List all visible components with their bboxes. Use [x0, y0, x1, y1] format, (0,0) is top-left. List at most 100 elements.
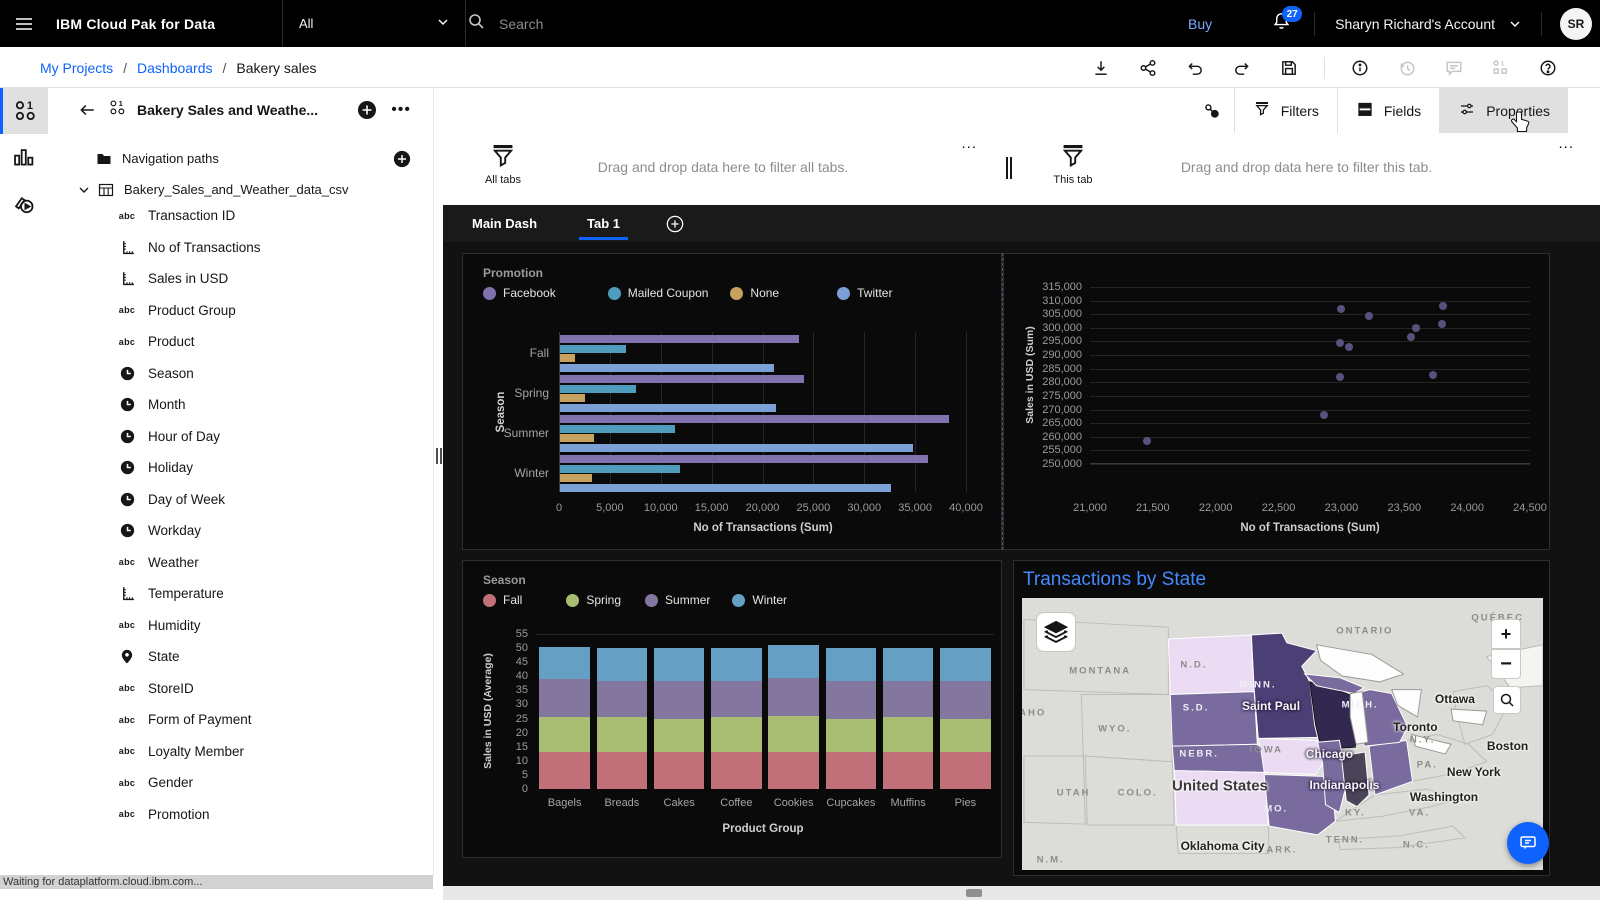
segment-fall[interactable] — [596, 752, 648, 789]
stacked-column-muffins[interactable] — [882, 648, 934, 789]
zoom-out-icon[interactable]: − — [1491, 649, 1521, 679]
back-arrow-icon[interactable] — [72, 95, 102, 125]
segment-summer[interactable] — [596, 680, 648, 718]
chart-panel-promotion-by-season[interactable]: Promotion Facebook Mailed Coupon None Twitte… — [462, 253, 1002, 550]
segment-fall[interactable] — [653, 752, 705, 789]
redo-icon[interactable] — [1230, 56, 1254, 80]
bar-fall-none[interactable] — [560, 354, 576, 362]
field-item-form-of-payment[interactable]: abc Form of Payment — [48, 704, 433, 736]
segment-summer[interactable] — [539, 679, 590, 718]
add-navigation-path-button[interactable] — [393, 150, 411, 168]
state-iowa[interactable] — [1257, 737, 1325, 775]
segment-summer[interactable] — [940, 680, 991, 719]
segment-spring[interactable] — [882, 717, 934, 753]
segment-spring[interactable] — [825, 718, 877, 753]
global-search[interactable]: Search — [467, 0, 1027, 47]
bar-fall-facebook[interactable] — [560, 335, 800, 343]
segment-spring[interactable] — [711, 717, 762, 753]
field-item-humidity[interactable]: abc Humidity — [48, 610, 433, 642]
overflow-menu-icon[interactable]: ••• — [391, 101, 411, 118]
field-item-hour-of-day[interactable]: Hour of Day — [48, 421, 433, 453]
chart-panel-sales-vs-transactions[interactable]: 250,000 255,000 260,000 265,000 270,000 275,0… — [1003, 253, 1550, 550]
bar-summer-facebook[interactable] — [560, 415, 949, 423]
field-item-product-group[interactable]: abc Product Group — [48, 295, 433, 327]
field-item-promotion[interactable]: abc Promotion — [48, 799, 433, 831]
bar-spring-mailed-coupon[interactable] — [560, 384, 637, 393]
undo-icon[interactable] — [1183, 56, 1207, 80]
filter-zone-all-tabs[interactable]: All tabs Drag and drop data here to filt… — [443, 133, 1003, 205]
scrollbar-thumb[interactable] — [966, 889, 982, 897]
segment-fall[interactable] — [539, 752, 590, 789]
segment-summer[interactable] — [882, 680, 934, 718]
field-item-product[interactable]: abc Product — [48, 326, 433, 358]
segment-winter[interactable] — [882, 648, 934, 681]
bar-summer-twitter[interactable] — [560, 443, 914, 452]
navigation-paths-row[interactable]: Navigation paths — [48, 143, 433, 174]
segment-summer[interactable] — [711, 680, 762, 718]
resize-grip[interactable] — [436, 448, 438, 464]
state-kansas[interactable] — [1173, 770, 1269, 826]
segment-winter[interactable] — [596, 648, 648, 681]
bar-spring-facebook[interactable] — [560, 375, 805, 383]
scatter-point[interactable] — [1336, 372, 1345, 381]
rail-item-visualizations[interactable] — [0, 134, 48, 180]
segment-summer[interactable] — [825, 680, 877, 719]
scatter-point[interactable] — [1365, 311, 1374, 320]
segment-winter[interactable] — [940, 648, 991, 681]
bar-fall-twitter[interactable] — [560, 363, 774, 372]
segment-spring[interactable] — [940, 718, 991, 753]
legend-item-fall[interactable]: Fall — [483, 593, 522, 607]
field-item-month[interactable]: Month — [48, 389, 433, 421]
layers-icon[interactable] — [1036, 612, 1076, 652]
field-item-temperature[interactable]: Temperature — [48, 578, 433, 610]
add-tab-button[interactable] — [666, 215, 684, 233]
bar-winter-none[interactable] — [560, 474, 592, 482]
hamburger-menu-icon[interactable] — [0, 0, 48, 47]
legend-item-spring[interactable]: Spring — [566, 593, 621, 607]
share-icon[interactable] — [1136, 56, 1160, 80]
segment-winter[interactable] — [768, 645, 819, 678]
tab-main-dash[interactable]: Main Dash — [472, 216, 538, 231]
info-icon[interactable] — [1348, 56, 1372, 80]
field-item-weather[interactable]: abc Weather — [48, 547, 433, 579]
horizontal-scrollbar[interactable] — [443, 886, 1600, 900]
legend-item-summer[interactable]: Summer — [645, 593, 710, 607]
scatter-point[interactable] — [1406, 332, 1415, 341]
segment-winter[interactable] — [825, 648, 877, 681]
scatter-point[interactable] — [1411, 324, 1420, 333]
scatter-point[interactable] — [1429, 370, 1438, 379]
search-icon[interactable] — [1493, 686, 1521, 714]
stacked-column-cupcakes[interactable] — [825, 648, 877, 789]
segment-spring[interactable] — [768, 715, 819, 753]
scatter-point[interactable] — [1344, 343, 1353, 352]
field-item-storeid[interactable]: abc StoreID — [48, 673, 433, 705]
bar-spring-twitter[interactable] — [560, 403, 776, 412]
stacked-column-cookies[interactable] — [768, 645, 819, 789]
legend-item-mailed-coupon[interactable]: Mailed Coupon — [607, 286, 708, 300]
segment-spring[interactable] — [539, 717, 590, 753]
overflow-menu-icon[interactable]: ... — [1558, 135, 1574, 152]
field-item-transaction-id[interactable]: abc Transaction ID — [48, 200, 433, 232]
bar-spring-none[interactable] — [560, 394, 586, 402]
buy-link[interactable]: Buy — [1188, 15, 1213, 32]
chart-panel-transactions-by-state[interactable]: Transactions by State QUÉBEC ONTARIO MONTAN… — [1013, 560, 1550, 876]
field-item-no-of-transactions[interactable]: No of Transactions — [48, 232, 433, 264]
table-row[interactable]: Bakery_Sales_and_Weather_data_csv — [48, 174, 433, 205]
scatter-point[interactable] — [1319, 410, 1328, 419]
resize-grip[interactable] — [440, 448, 442, 464]
bar-winter-twitter[interactable] — [560, 483, 891, 492]
download-icon[interactable] — [1089, 56, 1113, 80]
legend-item-twitter[interactable]: Twitter — [837, 286, 892, 300]
scope-selector[interactable]: All — [282, 0, 466, 47]
scatter-point[interactable] — [1337, 304, 1346, 313]
segment-fall[interactable] — [825, 752, 877, 789]
map-canvas[interactable]: QUÉBEC ONTARIO MONTANA N.D. MINN. S.D. MICH. WY… — [1022, 598, 1543, 870]
segment-spring[interactable] — [596, 717, 648, 753]
breadcrumb-item-my-projects[interactable]: My Projects — [40, 59, 114, 76]
filter-zone-this-tab[interactable]: This tab Drag and drop data here to filt… — [1013, 133, 1600, 205]
bar-winter-mailed-coupon[interactable] — [560, 464, 681, 473]
segment-spring[interactable] — [653, 718, 705, 753]
fields-button[interactable]: Fields — [1336, 88, 1439, 133]
notifications-button[interactable]: 27 — [1258, 0, 1304, 47]
field-item-workday[interactable]: Workday — [48, 515, 433, 547]
